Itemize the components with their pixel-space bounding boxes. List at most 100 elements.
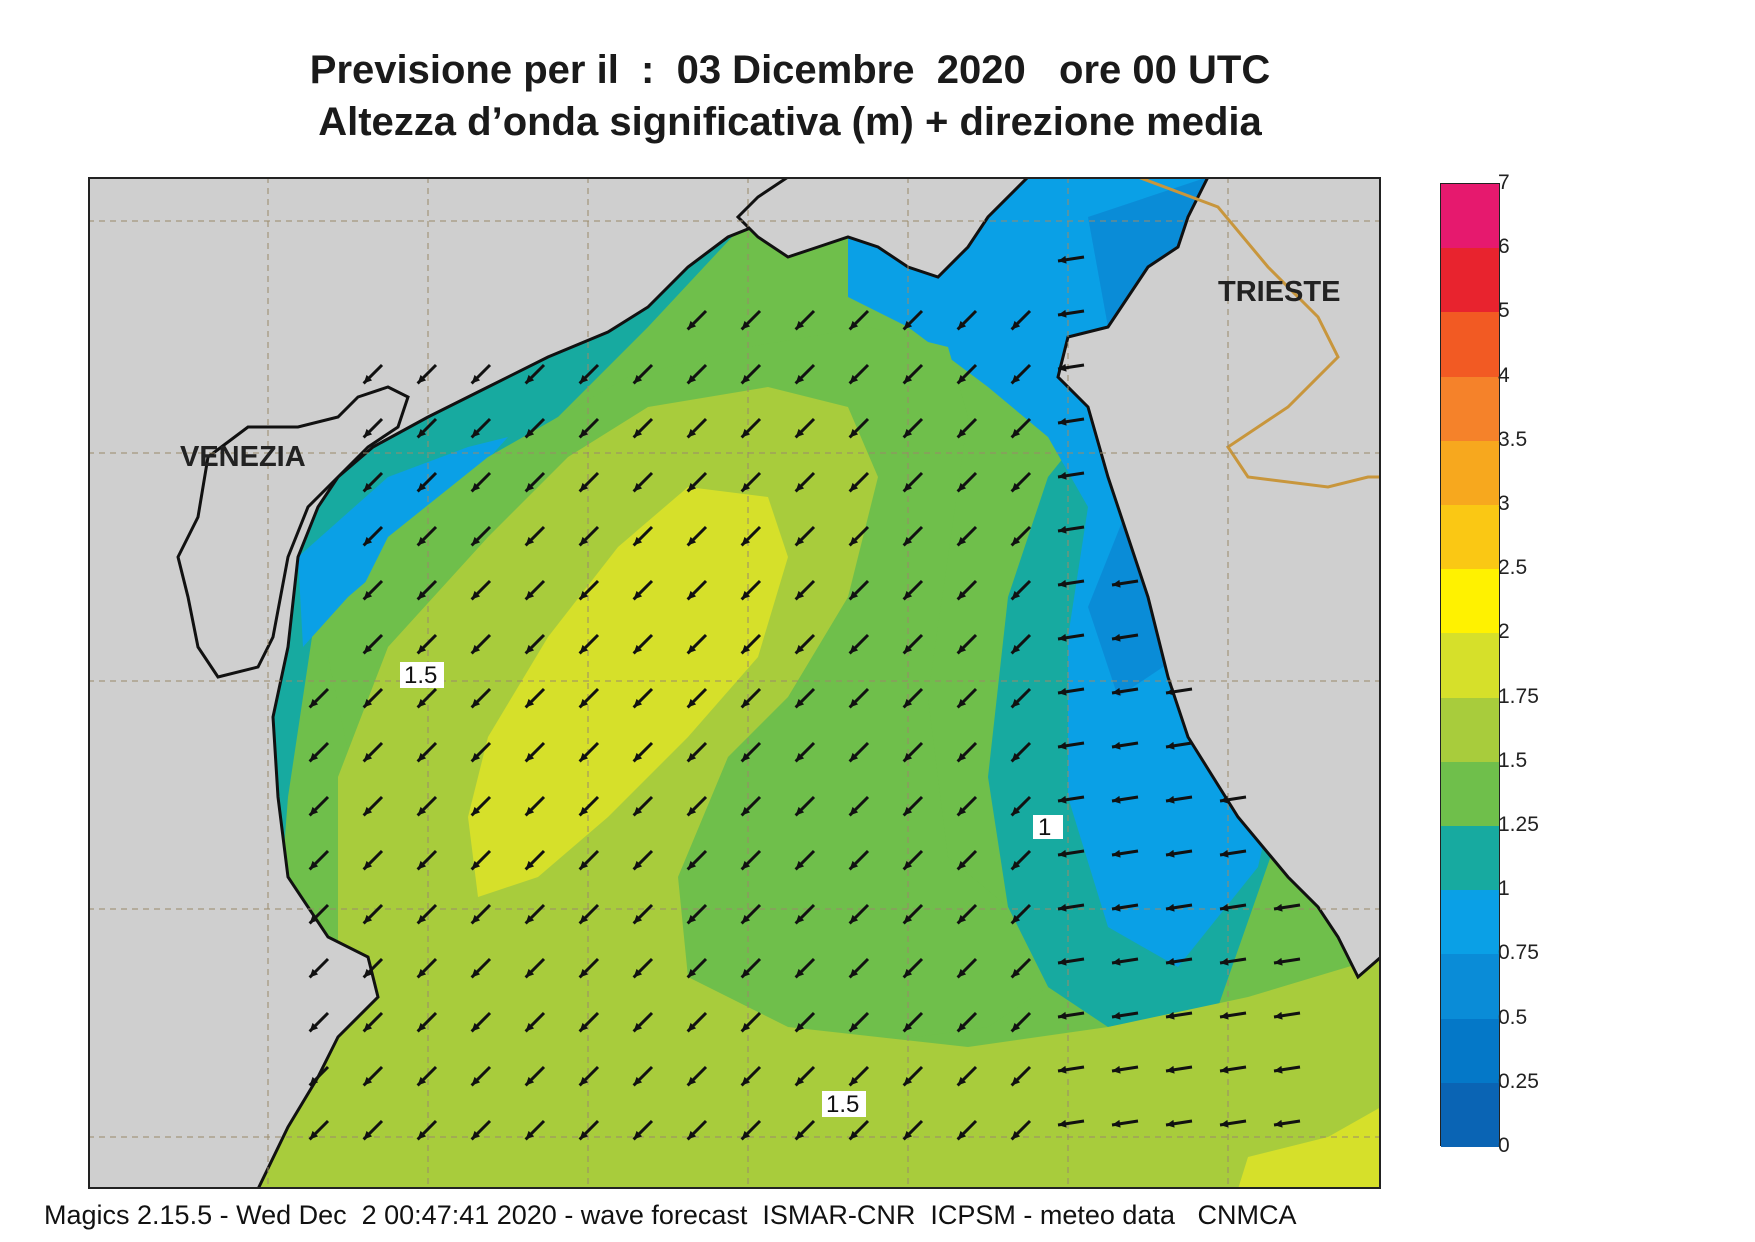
wave-direction-arrowhead: [1112, 687, 1121, 696]
national-border: [1137, 177, 1381, 489]
wave-direction-arrowhead: [1058, 903, 1067, 912]
contour-label-text-1: 1.5: [404, 662, 437, 689]
color-legend-swatch: [1441, 697, 1499, 763]
wave-direction-arrowhead: [1011, 1076, 1021, 1086]
wave-direction-arrowhead: [1166, 795, 1175, 804]
wave-direction-arrowhead: [1011, 752, 1021, 762]
wave-direction-arrowhead: [957, 482, 967, 492]
wave-direction-arrowhead: [309, 752, 319, 762]
wave-direction-arrowhead: [633, 914, 643, 924]
wave-direction-arrowhead: [741, 482, 751, 492]
wave-direction-arrowhead: [1166, 687, 1175, 696]
wave-direction-arrowhead: [579, 968, 589, 978]
wave-direction-arrowhead: [363, 536, 373, 546]
wave-direction-arrowhead: [1112, 1119, 1121, 1128]
chart-title-line-1: Previsione per il : 03 Dicembre 2020 ore…: [309, 48, 1271, 92]
wave-direction-arrowhead: [579, 698, 589, 708]
wave-direction-arrowhead: [417, 428, 427, 438]
wave-direction-arrowhead: [687, 806, 697, 816]
wave-direction-arrowhead: [633, 644, 643, 654]
color-legend-label: 5: [1498, 299, 1510, 323]
wave-direction-arrowhead: [903, 698, 913, 708]
wave-direction-arrowhead: [1274, 903, 1283, 912]
wave-direction-arrowhead: [741, 320, 751, 330]
wave-direction-arrowhead: [903, 320, 913, 330]
wave-direction-arrowhead: [795, 590, 805, 600]
wave-direction-arrowhead: [687, 914, 697, 924]
land-north-italy: [735, 177, 1031, 279]
color-legend-swatch: [1441, 826, 1499, 891]
color-legend-label: 1.75: [1498, 684, 1539, 708]
wave-direction-arrowhead: [849, 428, 859, 438]
wave-direction-arrowhead: [741, 644, 751, 654]
wave-direction-arrowhead: [309, 914, 319, 924]
wave-direction-arrowhead: [417, 644, 427, 654]
wave-direction-arrowhead: [849, 482, 859, 492]
wave-direction-arrowhead: [1112, 1011, 1121, 1020]
wave-direction-arrowhead: [471, 914, 481, 924]
wave-zone-1.75-2: [468, 487, 788, 897]
wave-direction-arrowhead: [1058, 687, 1067, 696]
wave-direction-arrowhead: [363, 1022, 373, 1032]
wave-direction-arrowhead: [633, 752, 643, 762]
color-legend-label: 7: [1498, 171, 1510, 194]
wave-direction-arrowhead: [1220, 903, 1229, 912]
wave-direction-arrowhead: [471, 590, 481, 600]
wave-direction-arrowhead: [579, 860, 589, 870]
wave-direction-arrowhead: [417, 860, 427, 870]
wave-direction-arrowhead: [633, 1076, 643, 1086]
contour-label-2: 1: [1033, 814, 1063, 841]
wave-direction-arrowhead: [633, 482, 643, 492]
wave-direction-arrowhead: [795, 374, 805, 384]
wave-direction-arrowhead: [309, 698, 319, 708]
wave-direction-arrowhead: [471, 1076, 481, 1086]
color-legend-label: 4: [1498, 363, 1510, 387]
wave-direction-arrowhead: [417, 374, 427, 384]
wave-direction-arrowhead: [1011, 806, 1021, 816]
wave-direction-arrowhead: [687, 1022, 697, 1032]
wave-direction-arrows: [308, 255, 1301, 1141]
contour-label-1: 1.5: [400, 662, 444, 689]
wave-direction-arrowhead: [849, 860, 859, 870]
wave-direction-arrowhead: [687, 1130, 697, 1140]
wave-direction-arrowhead: [1112, 795, 1121, 804]
wave-direction-arrowhead: [903, 428, 913, 438]
wave-direction-arrowhead: [741, 806, 751, 816]
color-legend-label: 1.25: [1498, 813, 1539, 836]
wave-direction-arrowhead: [363, 590, 373, 600]
wave-direction-arrowhead: [471, 1022, 481, 1032]
wave-direction-arrowhead: [1058, 1065, 1067, 1074]
wave-direction-arrowhead: [957, 590, 967, 600]
wave-direction-arrowhead: [741, 1076, 751, 1086]
wave-direction-arrowhead: [1166, 849, 1175, 858]
wave-direction-arrowhead: [687, 374, 697, 384]
wave-direction-arrowhead: [1220, 1011, 1229, 1020]
wave-direction-arrowhead: [795, 428, 805, 438]
color-legend-label: 0.5: [1498, 1005, 1528, 1029]
wave-direction-arrowhead: [1112, 741, 1121, 750]
wave-direction-arrowhead: [1166, 903, 1175, 912]
wave-direction-arrowhead: [741, 914, 751, 924]
wave-direction-arrowhead: [309, 860, 319, 870]
wave-direction-arrowhead: [795, 320, 805, 330]
wave-direction-arrowhead: [1274, 1065, 1283, 1074]
wave-direction-arrowhead: [1220, 1065, 1229, 1074]
wave-direction-arrowhead: [579, 428, 589, 438]
wave-direction-arrowhead: [741, 860, 751, 870]
wave-direction-arrowhead: [795, 752, 805, 762]
wave-direction-arrowhead: [957, 968, 967, 978]
wave-direction-arrowhead: [1011, 1022, 1021, 1032]
wave-direction-arrowhead: [633, 374, 643, 384]
wave-direction-arrowhead: [633, 860, 643, 870]
wave-direction-arrowhead: [363, 806, 373, 816]
wave-direction-arrowhead: [525, 698, 535, 708]
wave-direction-arrowhead: [1112, 633, 1121, 642]
wave-direction-arrowhead: [1220, 1119, 1229, 1128]
wave-direction-arrowhead: [687, 860, 697, 870]
wave-direction-arrowhead: [849, 752, 859, 762]
wave-direction-arrowhead: [903, 536, 913, 546]
wave-direction-arrowhead: [525, 860, 535, 870]
wave-direction-arrowhead: [741, 536, 751, 546]
wave-direction-arrowhead: [633, 806, 643, 816]
wave-direction-arrowhead: [633, 428, 643, 438]
